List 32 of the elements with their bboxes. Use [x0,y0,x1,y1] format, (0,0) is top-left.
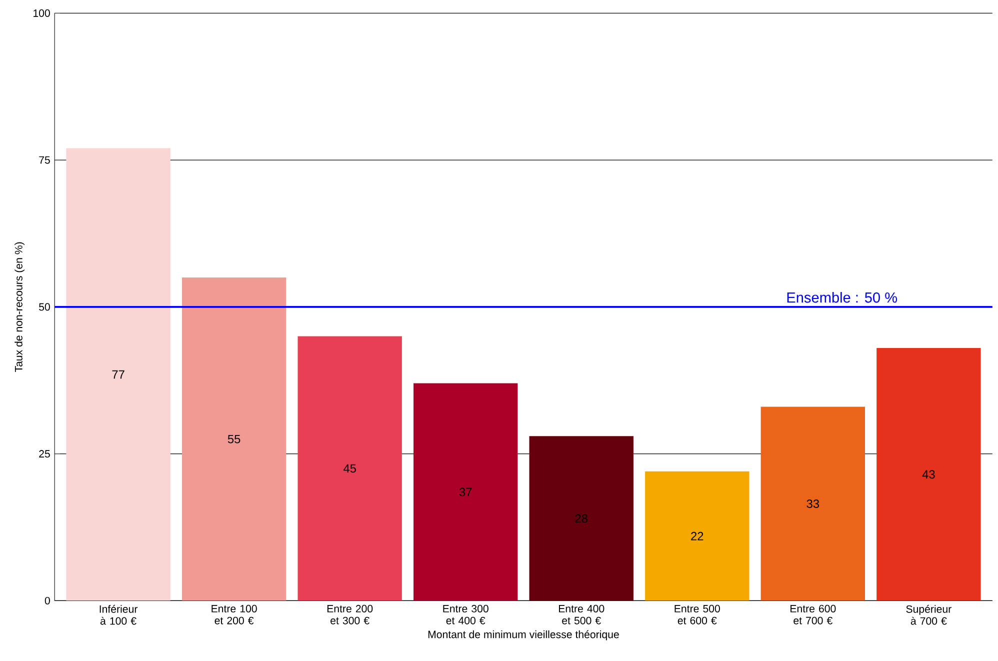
x-tick-label: Entre 300 et 400 € [443,604,488,624]
x-axis-title: Montant de minimum vieillesse théorique [428,630,619,640]
ref-line-label: Ensemble : 50 % [787,292,898,303]
data-label: 55 [228,434,240,444]
bar [760,406,866,601]
x-tick-label: Entre 100 et 200 € [212,604,257,624]
x-tick-label: Entre 600 et 700 € [790,604,836,624]
data-label: 43 [922,470,935,479]
y-tick-label: 25 [39,450,50,458]
bar [414,383,518,601]
y-tick-label: 100 [34,9,50,17]
y-axis-title: Taux de non-recours (en %) [14,242,25,372]
data-label: 45 [343,464,356,473]
data-label: 28 [575,514,588,523]
x-tick-label: Entre 400 et 500 € [558,604,604,624]
y-tick-label: 50 [39,303,50,311]
y-tick-label: 0 [44,596,50,604]
x-tick-label: Entre 200 et 300 € [327,604,373,624]
data-label: 22 [691,532,704,540]
x-tick-label: Entre 500 et 600 € [674,604,720,624]
data-label: 77 [112,370,124,379]
x-tick-label: Supérieur à 700 € [906,604,952,625]
bar [66,148,170,601]
data-label: 33 [806,500,820,508]
x-tick-label: Inférieur à 100 € [100,604,138,625]
bar [645,471,750,601]
bar [876,348,981,601]
bar [182,278,286,601]
bar [529,436,634,601]
y-tick-label: 75 [39,156,50,164]
bar [298,336,402,601]
data-label: 37 [459,488,472,496]
